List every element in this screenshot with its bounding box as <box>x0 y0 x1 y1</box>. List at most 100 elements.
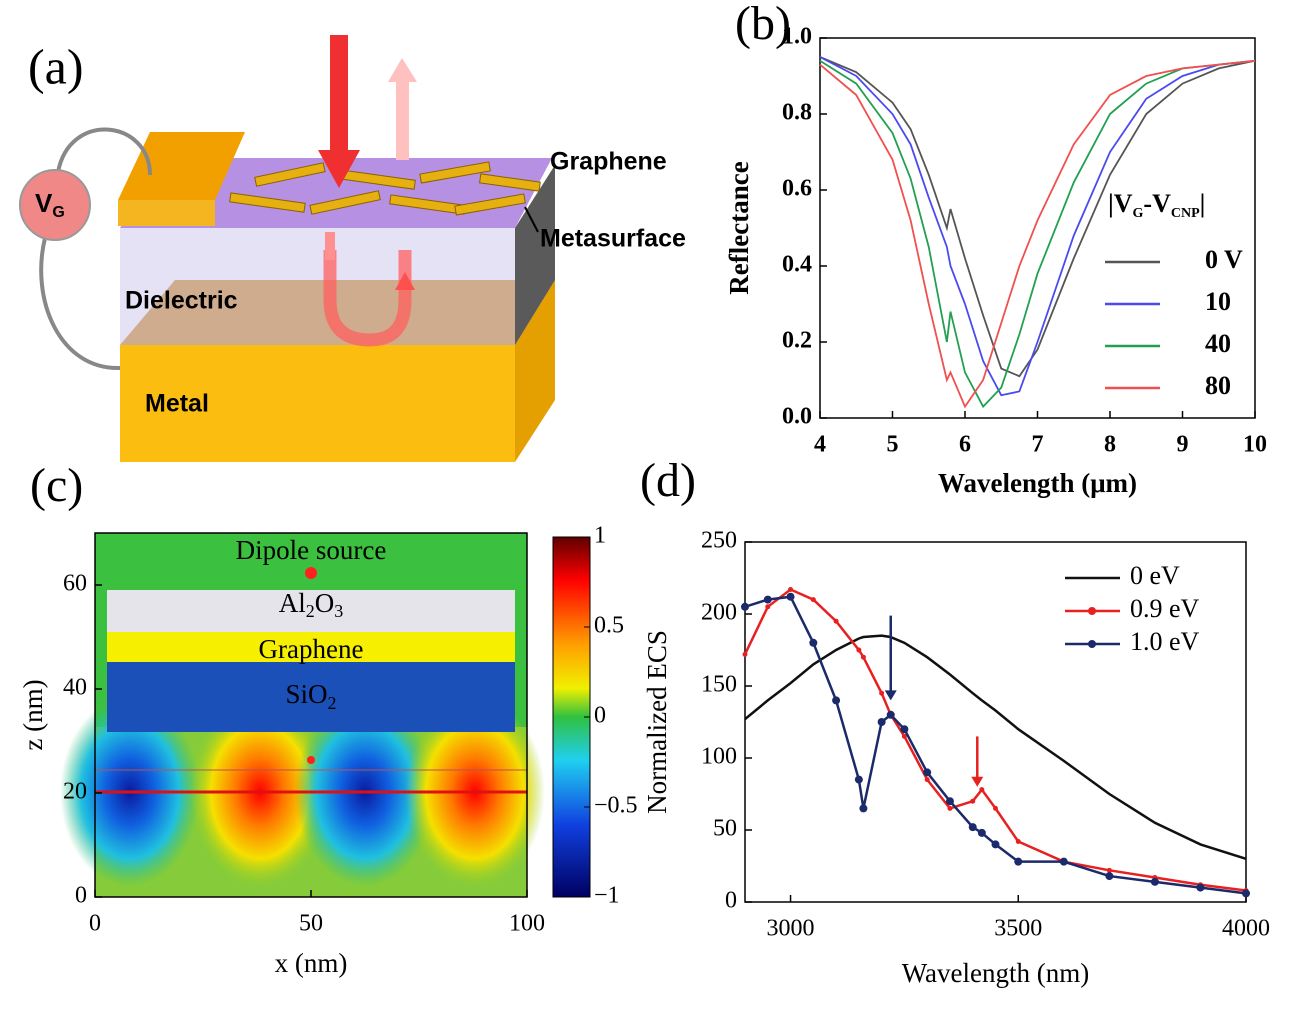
text: SiO <box>285 679 327 709</box>
series-marker <box>1242 889 1250 898</box>
series-marker <box>859 804 868 813</box>
al2o3-layer <box>107 590 515 632</box>
colorbar-tick-label: −0.5 <box>594 793 638 819</box>
subscript: 2 <box>328 693 337 713</box>
sio2-label: SiO2 <box>285 679 336 713</box>
loop-arrow <box>395 272 415 290</box>
series-line <box>819 56 1256 397</box>
legend-label: 10 <box>1205 287 1231 316</box>
colorbar-tick-label: 0.5 <box>594 613 624 639</box>
plot-frame <box>819 37 1256 419</box>
plot-frame <box>744 541 1247 903</box>
series-marker <box>856 647 862 653</box>
series-marker <box>947 805 953 811</box>
series-marker <box>1014 857 1023 866</box>
series-marker <box>900 725 909 734</box>
vg-sub: G <box>52 204 64 221</box>
y-axis-label: Normalized ECS <box>642 630 672 814</box>
metal-label: Metal <box>145 390 209 418</box>
annotation-head <box>971 776 984 787</box>
panel-label: (c) <box>30 459 83 512</box>
x-axis-label: Wavelength (nm) <box>902 958 1090 988</box>
y-tick-label: 200 <box>701 600 737 626</box>
series-marker <box>886 710 895 719</box>
series-line <box>819 56 1256 378</box>
series-marker <box>877 718 886 726</box>
x-tick-label: 5 <box>887 432 899 458</box>
series-marker <box>879 690 885 696</box>
series-marker <box>741 602 749 611</box>
panel-label: (b) <box>735 0 791 50</box>
y-tick-label: 0.6 <box>782 176 812 202</box>
y-tick-label: 50 <box>713 816 737 842</box>
x-tick-label: 4000 <box>1222 916 1270 942</box>
series-marker <box>901 733 907 739</box>
wire-bottom <box>39 237 121 371</box>
series-line <box>819 59 1256 409</box>
panel-a: (a) VG Graphene Metasurface Dielectric M… <box>19 35 686 462</box>
y-tick-label: 40 <box>63 675 87 701</box>
y-tick-label: 0.8 <box>782 100 812 126</box>
dielectric-label: Dielectric <box>125 287 238 315</box>
reflected-shaft <box>396 80 409 160</box>
legend-label: 0 eV <box>1130 561 1180 590</box>
series-marker <box>1150 877 1159 886</box>
legend-title: |VG-VCNP| <box>1108 189 1205 221</box>
legend-marker <box>1088 607 1096 615</box>
series-marker <box>763 595 772 604</box>
x-tick-label: 4 <box>814 432 826 458</box>
series-marker <box>1106 867 1112 873</box>
text: Al <box>279 588 306 618</box>
x-tick-label: 50 <box>299 911 323 937</box>
series-marker <box>968 823 977 832</box>
series-marker <box>993 805 998 811</box>
y-axis-label: z (nm) <box>18 679 48 750</box>
series-marker <box>977 828 986 837</box>
y-tick-label: 0.2 <box>782 328 812 354</box>
y-tick-label: 0.4 <box>782 252 812 278</box>
series-marker <box>788 587 794 593</box>
colorbar-tick-label: 0 <box>594 703 606 729</box>
series-marker <box>923 768 932 777</box>
y-tick-label: 20 <box>63 779 87 805</box>
y-tick-label: 250 <box>701 528 737 554</box>
subscript: 2 <box>306 601 315 621</box>
text: |V <box>1108 189 1133 218</box>
colorbar <box>552 536 591 898</box>
series-marker <box>809 638 818 647</box>
vg-label: VG <box>35 188 65 221</box>
electrode-top <box>118 132 245 200</box>
series-line <box>819 59 1256 409</box>
series-marker <box>1015 839 1021 845</box>
series-marker <box>832 696 841 705</box>
text: O <box>315 588 335 618</box>
colorbar-tick-label: 1 <box>594 523 606 549</box>
x-tick-label: 8 <box>1104 432 1116 458</box>
guided-loop <box>323 250 412 347</box>
incident-shaft <box>330 35 348 150</box>
metasurface-label: Metasurface <box>540 225 686 253</box>
series-marker <box>979 787 985 793</box>
x-tick-label: 9 <box>1177 432 1189 458</box>
wire-top <box>56 127 152 176</box>
text: -V <box>1143 189 1171 218</box>
legend-label: 80 <box>1205 371 1231 400</box>
series-marker <box>970 798 976 804</box>
subscript: CNP <box>1171 206 1200 221</box>
series-marker <box>1059 857 1068 866</box>
y-tick-label: 60 <box>63 571 87 597</box>
subscript: 3 <box>334 601 343 621</box>
legend-label: 0 V <box>1205 245 1243 274</box>
dipole-marker <box>305 567 317 579</box>
series-marker <box>810 597 816 603</box>
legend-label: 40 <box>1205 329 1231 358</box>
series-line <box>744 634 1247 860</box>
panel-label: (a) <box>28 38 84 94</box>
graphene-label: Graphene <box>259 634 364 664</box>
series-marker <box>924 777 930 783</box>
y-tick-label: 1.0 <box>782 24 812 50</box>
y-tick-label: 0.0 <box>782 404 812 430</box>
y-tick-label: 0 <box>725 888 737 914</box>
series-marker <box>860 654 866 660</box>
